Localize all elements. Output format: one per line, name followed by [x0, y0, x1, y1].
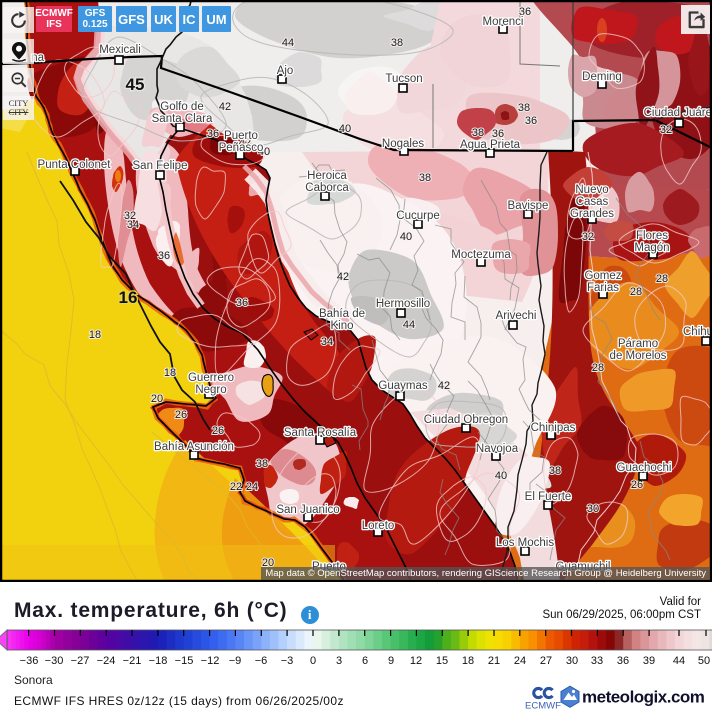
svg-text:32: 32 [124, 210, 136, 222]
svg-text:Páramo: Páramo [618, 338, 658, 350]
svg-text:Guaymas: Guaymas [378, 380, 427, 392]
svg-text:Hermosillo: Hermosillo [376, 298, 430, 310]
svg-text:Grandes: Grandes [570, 208, 614, 220]
svg-text:Caborca: Caborca [305, 182, 349, 194]
svg-text:Ciudad Obregon: Ciudad Obregon [424, 414, 508, 426]
svg-text:38: 38 [518, 102, 530, 114]
svg-text:Moctezuma: Moctezuma [451, 249, 511, 261]
svg-text:18: 18 [164, 367, 176, 379]
svg-text:38: 38 [256, 458, 268, 470]
svg-text:34: 34 [321, 336, 333, 348]
svg-text:44: 44 [282, 37, 294, 49]
svg-text:40: 40 [339, 123, 351, 135]
svg-text:Loreto: Loreto [362, 520, 395, 532]
svg-text:42: 42 [438, 380, 450, 392]
svg-text:44: 44 [403, 319, 415, 331]
svg-text:Negro: Negro [195, 384, 226, 396]
svg-text:Flores: Flores [636, 230, 668, 242]
svg-text:36: 36 [492, 128, 504, 140]
svg-text:Chihua: Chihua [683, 326, 712, 338]
svg-text:ECMWF: ECMWF [525, 701, 561, 712]
svg-text:30: 30 [587, 503, 599, 515]
svg-text:40: 40 [495, 470, 507, 482]
svg-text:Gomez: Gomez [584, 270, 621, 282]
svg-text:42: 42 [337, 271, 349, 283]
svg-text:Bahía Asunción: Bahía Asunción [154, 441, 234, 453]
svg-text:Golfo de: Golfo de [160, 101, 203, 113]
svg-text:28: 28 [592, 362, 604, 374]
svg-text:Navojoa: Navojoa [476, 443, 519, 455]
svg-text:32: 32 [660, 124, 672, 136]
svg-text:45: 45 [126, 75, 145, 94]
svg-text:40: 40 [400, 231, 412, 243]
svg-text:42: 42 [239, 137, 251, 149]
svg-text:36: 36 [525, 115, 537, 127]
svg-text:Ajo: Ajo [277, 65, 294, 77]
svg-text:Punta Colonet: Punta Colonet [38, 159, 112, 171]
svg-text:20: 20 [262, 557, 274, 569]
svg-text:Mexicali: Mexicali [99, 44, 141, 56]
svg-text:32: 32 [582, 231, 594, 243]
svg-text:de Morelos: de Morelos [610, 350, 667, 362]
svg-text:36: 36 [236, 297, 248, 309]
svg-text:Morenci: Morenci [483, 16, 524, 28]
svg-text:Nuevo: Nuevo [575, 184, 608, 196]
svg-text:18: 18 [89, 329, 101, 341]
svg-text:San Juanico: San Juanico [276, 504, 339, 516]
svg-text:meteologix.com: meteologix.com [582, 688, 705, 707]
svg-text:San Felipe: San Felipe [133, 160, 188, 172]
svg-text:Los Mochis: Los Mochis [496, 537, 554, 549]
svg-text:Deming: Deming [582, 71, 622, 83]
svg-text:22: 22 [230, 481, 242, 493]
svg-text:Chinipas: Chinipas [531, 422, 576, 434]
svg-text:26: 26 [175, 409, 187, 421]
svg-text:38: 38 [419, 172, 431, 184]
svg-text:26: 26 [212, 425, 224, 437]
svg-text:Guerrero: Guerrero [188, 372, 234, 384]
svg-text:Magón: Magón [634, 242, 669, 254]
svg-text:Santa Rosalía: Santa Rosalía [284, 427, 357, 439]
svg-text:Nogales: Nogales [382, 138, 424, 150]
svg-text:26: 26 [631, 479, 643, 491]
svg-text:Arivechi: Arivechi [496, 310, 537, 322]
svg-text:28: 28 [630, 286, 642, 298]
svg-text:Cucurpe: Cucurpe [396, 210, 439, 222]
svg-text:42: 42 [219, 101, 231, 113]
svg-text:Tucson: Tucson [385, 73, 422, 85]
svg-text:36: 36 [207, 128, 219, 140]
svg-text:Agua Prieta: Agua Prieta [460, 139, 521, 151]
svg-text:Peñasco: Peñasco [219, 142, 264, 154]
svg-text:20: 20 [151, 393, 163, 405]
svg-text:38: 38 [549, 465, 561, 477]
svg-text:El Fuerte: El Fuerte [525, 491, 572, 503]
svg-text:Ciudad Juáre: Ciudad Juáre [644, 107, 712, 119]
svg-text:36: 36 [519, 6, 531, 18]
svg-text:Farias: Farias [587, 282, 619, 294]
svg-text:36: 36 [158, 250, 170, 262]
svg-text:Santa Clara: Santa Clara [152, 113, 213, 125]
svg-text:38: 38 [391, 37, 403, 49]
svg-text:Heroica: Heroica [307, 170, 347, 182]
svg-text:Puerto: Puerto [224, 130, 258, 142]
svg-text:Bavispe: Bavispe [508, 200, 549, 212]
svg-text:28: 28 [656, 273, 668, 285]
svg-text:Kino: Kino [330, 320, 353, 332]
svg-text:34: 34 [127, 219, 139, 231]
svg-text:16: 16 [119, 288, 138, 307]
svg-text:Bahía de: Bahía de [319, 308, 365, 320]
svg-text:Casas: Casas [576, 196, 609, 208]
svg-text:38: 38 [472, 127, 484, 139]
svg-text:40: 40 [258, 146, 270, 158]
svg-text:24: 24 [246, 481, 258, 493]
svg-text:Guachochi: Guachochi [617, 462, 672, 474]
